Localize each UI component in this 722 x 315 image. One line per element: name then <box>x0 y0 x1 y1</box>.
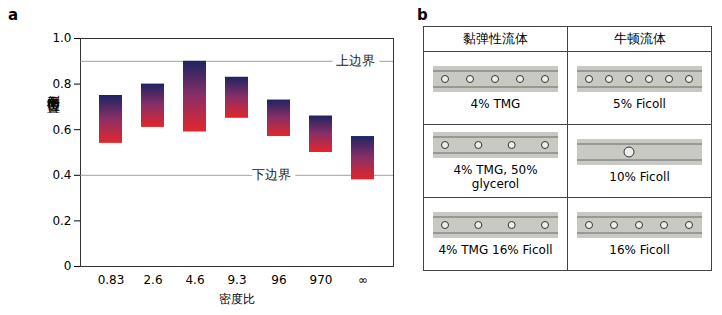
svg-text:∞: ∞ <box>358 273 368 287</box>
svg-text:上边界: 上边界 <box>336 53 375 68</box>
svg-text:下边界: 下边界 <box>252 167 291 182</box>
svg-text:0.8: 0.8 <box>52 77 71 91</box>
svg-text:2.6: 2.6 <box>143 273 162 287</box>
svg-text:9.3: 9.3 <box>227 273 246 287</box>
svg-text:1.0: 1.0 <box>52 31 71 45</box>
svg-text:4.6: 4.6 <box>185 273 204 287</box>
svg-text:0.2: 0.2 <box>52 214 71 228</box>
svg-text:970: 970 <box>310 273 333 287</box>
svg-text:0: 0 <box>64 259 72 273</box>
svg-text:0.4: 0.4 <box>52 168 71 182</box>
svg-text:0.6: 0.6 <box>52 123 71 137</box>
svg-text:96: 96 <box>271 273 286 287</box>
svg-text:密度比: 密度比 <box>219 292 255 306</box>
svg-text:0.83: 0.83 <box>98 273 125 287</box>
